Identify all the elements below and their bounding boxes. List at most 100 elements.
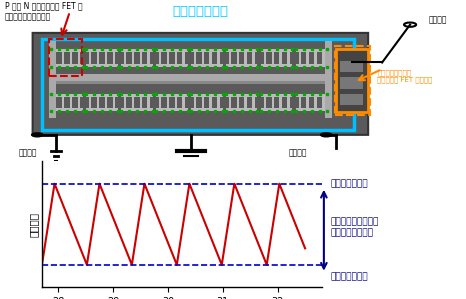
Bar: [280, 52, 282, 64]
Bar: [315, 52, 317, 64]
Bar: [229, 52, 231, 64]
Bar: [112, 52, 115, 64]
Bar: [112, 97, 115, 108]
Circle shape: [321, 133, 332, 137]
Bar: [226, 49, 257, 52]
Bar: [124, 97, 126, 108]
Bar: [307, 52, 309, 64]
Bar: [89, 52, 91, 64]
Y-axis label: 出力電圧: 出力電圧: [29, 212, 39, 237]
Bar: [132, 97, 134, 108]
Bar: [296, 108, 327, 111]
Bar: [325, 41, 332, 118]
Bar: [86, 94, 117, 97]
Bar: [77, 97, 80, 108]
Bar: [167, 97, 169, 108]
Bar: [70, 52, 72, 64]
Bar: [226, 64, 257, 67]
Bar: [280, 97, 282, 108]
Bar: [42, 39, 354, 130]
Bar: [287, 97, 290, 108]
Circle shape: [404, 22, 416, 27]
Bar: [296, 49, 327, 52]
Bar: [51, 49, 82, 52]
Bar: [322, 52, 325, 64]
Bar: [147, 97, 150, 108]
Bar: [252, 97, 255, 108]
Text: 出力端子: 出力端子: [429, 15, 447, 24]
Text: P 型と N 型のトンネル FET で
作製されたインバータ: P 型と N 型のトンネル FET で 作製されたインバータ: [5, 1, 82, 21]
Bar: [272, 52, 274, 64]
Bar: [132, 52, 134, 64]
Bar: [121, 94, 153, 97]
Bar: [51, 74, 329, 80]
Text: 高い電圧の出力: 高い電圧の出力: [331, 179, 369, 188]
Bar: [287, 52, 290, 64]
Bar: [175, 97, 177, 108]
Bar: [51, 80, 329, 84]
Bar: [121, 64, 153, 67]
Bar: [62, 97, 64, 108]
Bar: [156, 108, 187, 111]
Bar: [54, 97, 56, 108]
Bar: [51, 64, 82, 67]
Bar: [226, 94, 257, 97]
Bar: [70, 97, 72, 108]
Bar: [175, 52, 177, 64]
Bar: [191, 108, 223, 111]
Bar: [124, 52, 126, 64]
Bar: [159, 97, 161, 108]
Bar: [237, 97, 239, 108]
Bar: [340, 77, 363, 89]
Bar: [86, 108, 117, 111]
Bar: [202, 52, 204, 64]
Bar: [191, 64, 223, 67]
Bar: [156, 49, 187, 52]
Bar: [194, 97, 196, 108]
Bar: [226, 108, 257, 111]
Bar: [261, 108, 293, 111]
Bar: [261, 94, 293, 97]
Bar: [191, 94, 223, 97]
Bar: [340, 61, 363, 72]
Bar: [167, 52, 169, 64]
Bar: [299, 97, 301, 108]
Bar: [86, 49, 117, 52]
Bar: [97, 97, 99, 108]
Bar: [54, 52, 56, 64]
Bar: [105, 52, 107, 64]
Bar: [272, 97, 274, 108]
Bar: [194, 52, 196, 64]
Bar: [191, 49, 223, 52]
Bar: [264, 97, 266, 108]
Bar: [140, 52, 142, 64]
Bar: [121, 108, 153, 111]
Bar: [156, 94, 187, 97]
Bar: [307, 97, 309, 108]
Bar: [147, 52, 150, 64]
Bar: [261, 49, 293, 52]
FancyBboxPatch shape: [33, 33, 368, 135]
Bar: [105, 97, 107, 108]
Bar: [156, 64, 187, 67]
Text: 接地端子: 接地端子: [19, 148, 37, 157]
Bar: [335, 46, 370, 115]
Bar: [315, 97, 317, 108]
Bar: [49, 39, 82, 76]
Text: 出力用インバータ
（トンネル FET で作製）: 出力用インバータ （トンネル FET で作製）: [377, 69, 433, 83]
Bar: [245, 52, 247, 64]
Text: 時間とともに電圧が
変化する発振動作: 時間とともに電圧が 変化する発振動作: [331, 218, 379, 237]
Circle shape: [32, 133, 43, 137]
Bar: [340, 94, 363, 105]
Bar: [237, 52, 239, 64]
Bar: [261, 64, 293, 67]
Bar: [336, 49, 368, 112]
Text: 電源端子: 電源端子: [289, 148, 308, 157]
Bar: [159, 52, 161, 64]
Bar: [296, 64, 327, 67]
Bar: [252, 52, 255, 64]
Bar: [210, 52, 212, 64]
Bar: [182, 97, 185, 108]
Bar: [89, 97, 91, 108]
Bar: [202, 97, 204, 108]
